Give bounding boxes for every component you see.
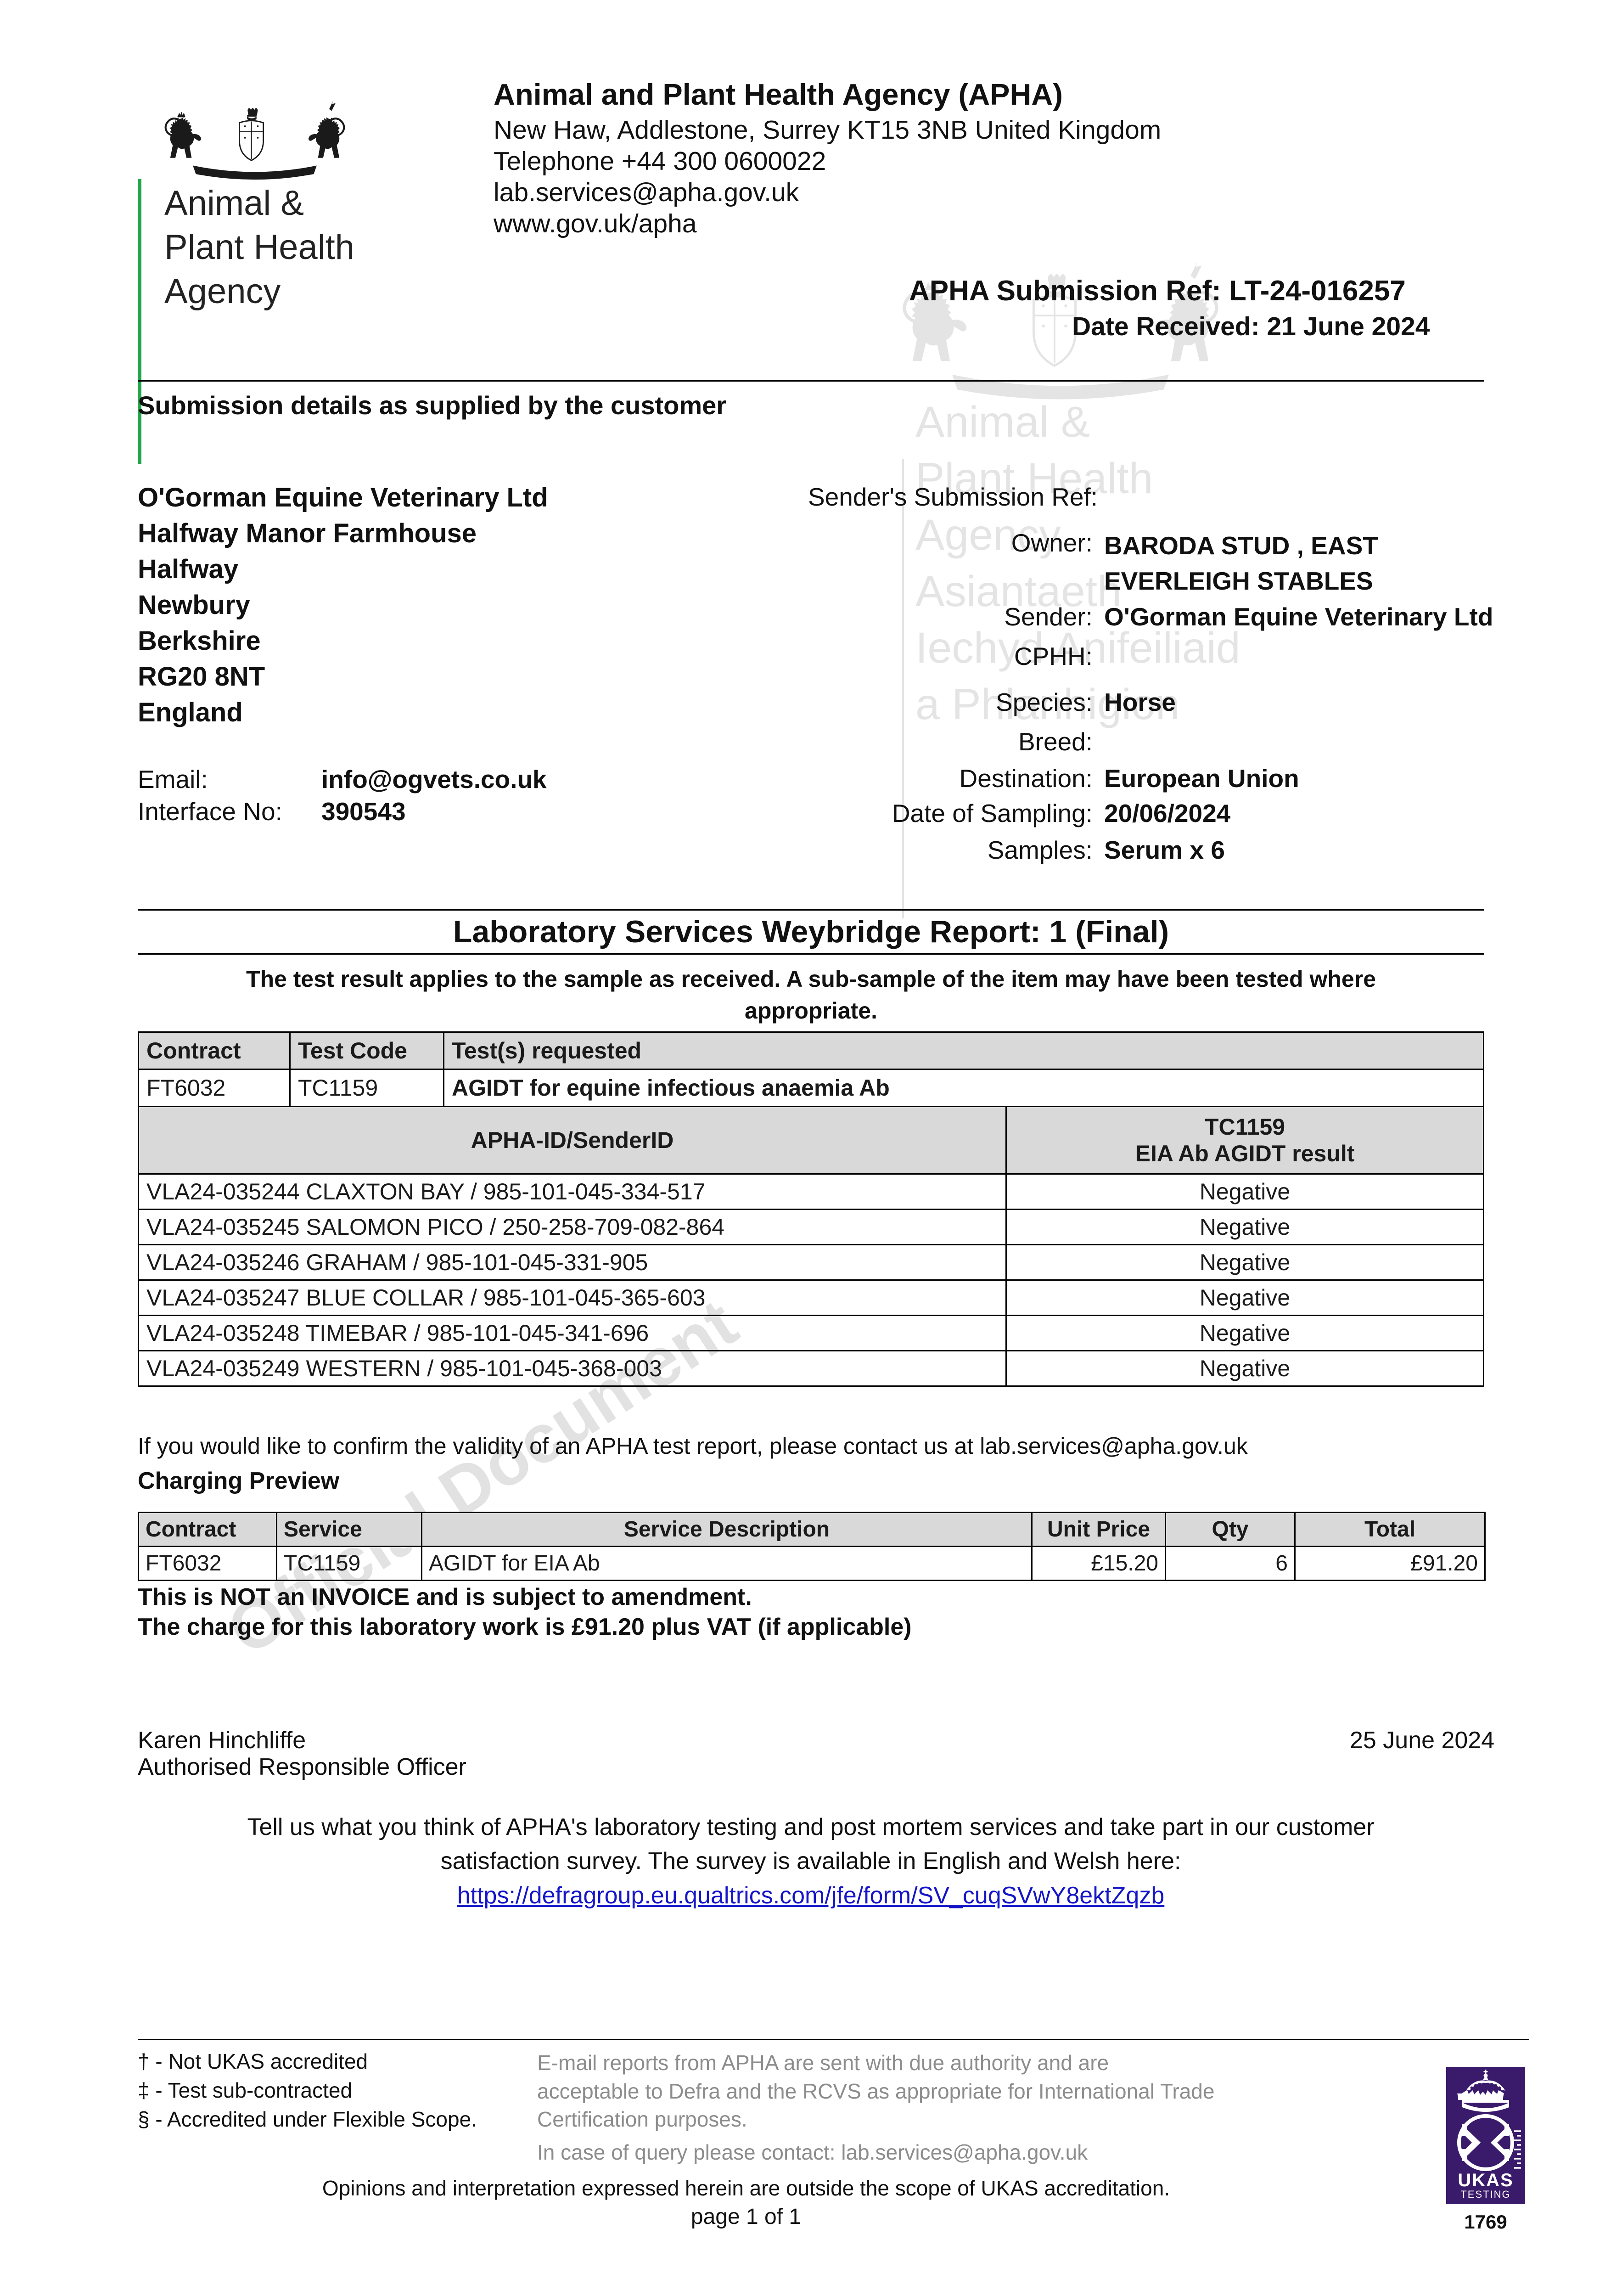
svg-text:UKAS: UKAS — [1458, 2170, 1513, 2190]
svg-text:TESTING: TESTING — [1460, 2189, 1510, 2200]
